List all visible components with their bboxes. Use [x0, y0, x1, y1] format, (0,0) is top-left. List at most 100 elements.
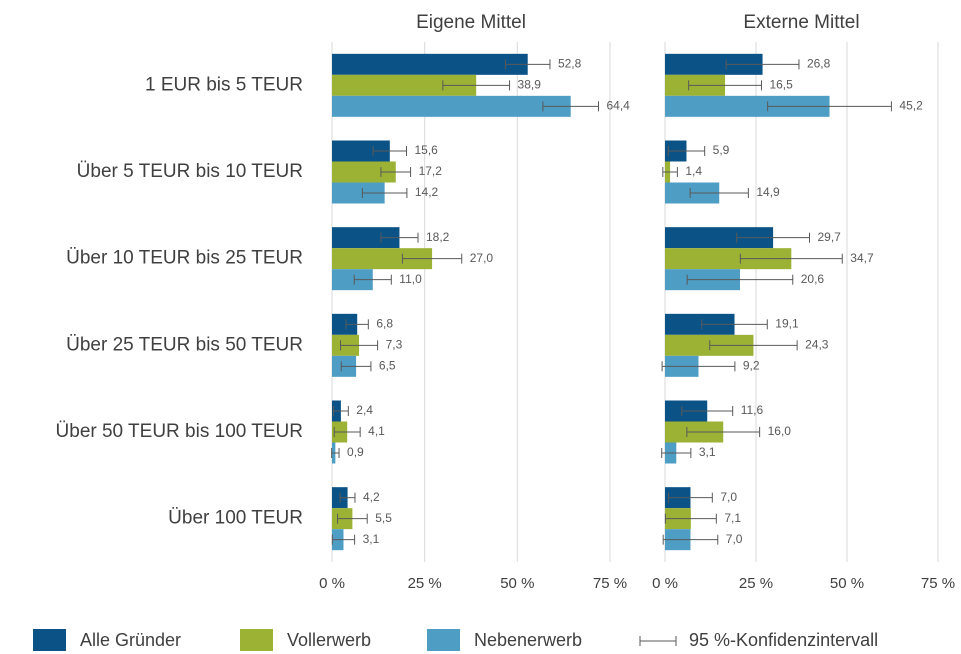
- x-tick-label: 25 %: [739, 575, 773, 592]
- bar: [665, 313, 735, 335]
- value-label: 3,1: [699, 445, 716, 459]
- bar: [665, 248, 792, 270]
- value-label: 7,0: [726, 532, 743, 546]
- value-label: 34,7: [850, 251, 874, 265]
- value-label: 5,5: [375, 511, 392, 525]
- bar: [665, 53, 763, 75]
- panel-title: Eigene Mittel: [416, 12, 526, 33]
- error-bar: [380, 232, 419, 243]
- value-label: 45,2: [899, 99, 923, 113]
- value-label: 27,0: [470, 251, 494, 265]
- error-bar: [662, 534, 719, 545]
- x-tick-label: 50 %: [830, 575, 864, 592]
- panel-title: Externe Mittel: [743, 12, 859, 33]
- value-label: 6,5: [379, 359, 396, 373]
- error-bar: [401, 253, 463, 264]
- error-bar: [739, 253, 843, 264]
- value-label: 3,1: [363, 532, 380, 546]
- error-bar: [688, 80, 762, 91]
- value-label: 20,6: [801, 272, 825, 286]
- error-bar: [667, 146, 706, 156]
- category-label: Über 25 TEUR bis 50 TEUR: [66, 334, 303, 355]
- bar: [332, 313, 358, 335]
- x-tick-label: 50 %: [500, 575, 534, 592]
- value-label: 16,0: [768, 424, 792, 438]
- error-bar: [661, 361, 736, 372]
- error-bar: [337, 513, 368, 524]
- bar: [332, 161, 396, 183]
- error-bar: [664, 513, 717, 524]
- bar: [332, 182, 385, 204]
- value-label: 11,6: [741, 403, 764, 417]
- value-label: 14,9: [756, 185, 780, 199]
- value-label: 14,2: [415, 185, 439, 199]
- legend-label: 95 %-Konfidenzintervall: [689, 630, 878, 650]
- error-bar: [689, 188, 749, 198]
- error-bar: [331, 448, 340, 458]
- error-bar: [686, 427, 761, 437]
- bar: [332, 140, 390, 162]
- x-tick-label: 75 %: [593, 575, 627, 592]
- error-bar: [340, 361, 372, 372]
- bar: [332, 74, 477, 96]
- value-label: 17,2: [419, 164, 443, 178]
- value-label: 4,2: [363, 490, 380, 504]
- value-label: 0,9: [347, 445, 364, 459]
- x-tick-label: 25 %: [408, 575, 442, 592]
- error-bar: [709, 340, 798, 351]
- category-label: Über 10 TEUR bis 25 TEUR: [66, 248, 303, 269]
- error-bar: [361, 188, 408, 198]
- bar: [332, 248, 433, 270]
- category-label: Über 100 TEUR: [168, 508, 303, 529]
- value-label: 29,7: [818, 230, 842, 244]
- error-bar: [332, 406, 349, 416]
- legend-swatch: [427, 629, 460, 651]
- legend-swatch: [33, 629, 66, 651]
- error-bar: [681, 406, 734, 416]
- value-label: 19,1: [775, 317, 799, 331]
- legend-swatch: [240, 629, 273, 651]
- value-label: 9,2: [743, 359, 760, 373]
- error-bar: [340, 340, 379, 351]
- error-bar: [504, 59, 551, 70]
- value-label: 15,6: [415, 143, 439, 157]
- value-label: 11,0: [399, 272, 422, 286]
- error-bar: [380, 167, 412, 177]
- value-label: 38,9: [518, 78, 542, 92]
- error-bar: [331, 534, 356, 545]
- error-bar: [333, 427, 361, 437]
- error-bar: [668, 492, 713, 503]
- value-label: 7,3: [386, 338, 403, 352]
- value-label: 6,8: [376, 317, 393, 331]
- bar: [665, 334, 754, 356]
- value-label: 52,8: [558, 57, 582, 71]
- bar: [665, 95, 830, 117]
- error-bar: [736, 232, 811, 243]
- category-label: 1 EUR bis 5 TEUR: [145, 74, 303, 95]
- error-bar: [662, 167, 678, 177]
- bar: [665, 227, 774, 249]
- error-bar: [686, 274, 794, 285]
- error-bar: [725, 59, 800, 70]
- error-bar: [372, 146, 408, 156]
- error-bar: [661, 448, 692, 458]
- error-bar: [339, 492, 356, 503]
- legend-label: Alle Gründer: [80, 630, 181, 650]
- bar: [332, 269, 373, 291]
- value-label: 2,4: [356, 403, 373, 417]
- value-label: 26,8: [807, 57, 831, 71]
- value-label: 16,5: [769, 78, 793, 92]
- value-label: 7,0: [720, 490, 737, 504]
- legend-label: Vollerwerb: [287, 630, 371, 650]
- value-label: 24,3: [805, 338, 829, 352]
- error-bar: [767, 101, 892, 112]
- value-label: 5,9: [713, 143, 730, 157]
- error-bar: [353, 274, 392, 285]
- error-bar: [701, 319, 768, 330]
- error-bar: [442, 80, 511, 91]
- value-label: 1,4: [685, 164, 702, 178]
- value-label: 7,1: [724, 511, 741, 525]
- bar: [332, 53, 528, 75]
- value-label: 18,2: [426, 230, 450, 244]
